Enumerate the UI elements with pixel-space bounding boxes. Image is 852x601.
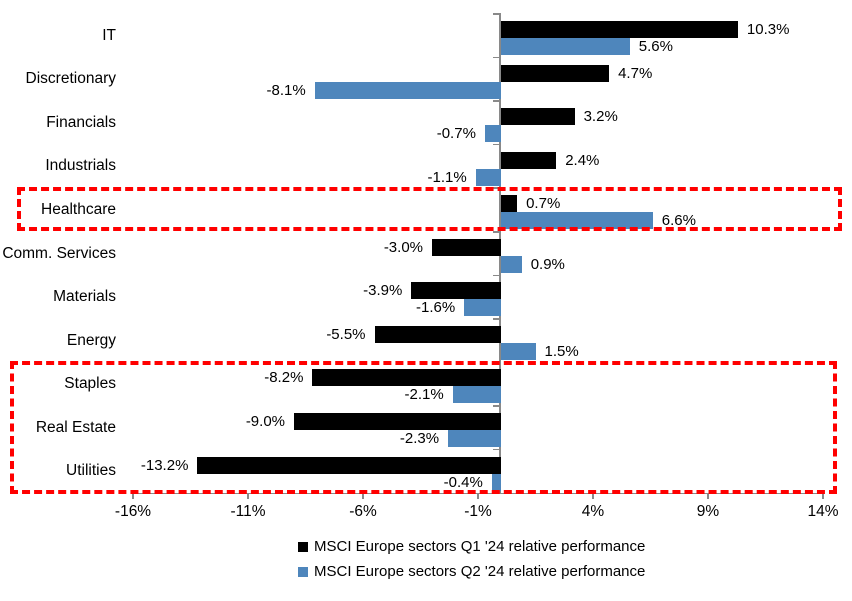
value-label: 3.2% [583,108,618,126]
value-label: -8.2% [264,369,304,387]
q1-bar-financials [501,108,575,126]
q2-bar-healthcare [501,212,653,230]
q1-bar-healthcare [501,195,518,213]
q2-bar-it [501,38,630,55]
x-tick-label: -6% [349,503,377,520]
value-label: -5.5% [326,325,366,343]
legend-item-q1: MSCI Europe sectors Q1 '24 relative perf… [298,538,645,555]
y-axis-tick [493,318,501,320]
q1-bar-discretionary [501,64,610,82]
legend: MSCI Europe sectors Q1 '24 relative perf… [298,538,645,580]
value-label: 0.7% [526,195,561,213]
legend-item-q2: MSCI Europe sectors Q2 '24 relative perf… [298,563,645,580]
q2-bar-discretionary [314,81,501,99]
x-tick-label: 4% [581,503,605,520]
x-tick-label: 9% [696,503,720,520]
category-label: Materials [53,288,116,306]
value-label: 5.6% [638,38,673,55]
q1-series-swatch [298,541,308,552]
y-axis-tick [493,274,501,277]
y-axis-tick [493,56,501,59]
x-axis-tick [822,493,824,499]
highlight-box-1 [17,187,842,231]
category-label: Financials [46,113,116,131]
x-axis-tick [592,493,594,499]
y-axis-tick [493,100,501,102]
category-label: IT [102,26,116,44]
category-label: Staples [64,375,116,393]
q2-bar-real-estate [448,429,501,447]
q2-bar-industrials [475,168,501,186]
value-label: -8.1% [266,81,306,99]
category-label: Discretionary [25,70,116,88]
value-label: 4.7% [618,64,653,82]
value-label: -3.0% [383,238,423,256]
y-axis-tick [493,231,501,233]
y-axis-tick [493,13,501,15]
x-axis-tick [132,493,134,499]
value-label: -2.3% [399,429,440,447]
value-label: -0.7% [436,125,476,143]
q2-bar-energy [501,342,536,360]
category-label: Energy [66,331,116,349]
value-label: 2.4% [565,151,600,169]
q1-bar-energy [374,325,501,343]
value-label: 10.3% [746,21,790,38]
value-label: -1.6% [416,299,456,317]
q2-bar-utilities [491,473,501,491]
q1-bar-comm-services [432,238,501,256]
value-label: -2.1% [404,386,444,404]
value-label: 0.9% [530,255,565,273]
q2-bar-materials [464,299,501,317]
q2-bar-financials [484,125,501,143]
value-label: -9.0% [245,412,285,430]
legend-label-q1: MSCI Europe sectors Q1 '24 relative perf… [314,538,646,555]
x-tick-label: -1% [464,503,492,520]
category-label: Comm. Services [2,244,116,262]
value-label: -1.1% [427,168,467,186]
q2-bar-staples [452,386,501,404]
legend-label-q2: MSCI Europe sectors Q2 '24 relative perf… [314,563,646,580]
y-axis-tick [493,448,501,451]
category-label: Real Estate [35,418,116,436]
category-label: Healthcare [41,200,116,218]
x-tick-label: 14% [807,503,839,520]
x-axis-tick [362,493,364,499]
x-axis-tick [707,493,709,499]
q1-bar-industrials [501,151,557,169]
category-label: Industrials [45,157,116,175]
x-tick-label: -11% [230,503,266,520]
x-tick-label: -16% [114,503,152,520]
q2-series-swatch [298,566,308,577]
q1-bar-it [501,21,738,38]
value-label: -3.9% [363,282,403,300]
q1-bar-real-estate [294,412,501,430]
y-axis-tick [493,405,501,407]
q1-bar-utilities [197,456,501,474]
q1-bar-materials [411,282,501,300]
y-axis-tick [493,143,501,146]
q2-bar-comm-services [501,255,522,273]
value-label: -13.2% [140,456,189,474]
x-axis-tick [247,493,249,499]
x-axis-tick [477,493,479,499]
q1-bar-staples [312,369,501,387]
value-label: 1.5% [544,342,579,360]
highlight-box-2 [10,361,837,494]
value-label: 6.6% [661,212,696,230]
value-label: -0.4% [443,473,483,491]
category-label: Utilities [66,462,116,480]
